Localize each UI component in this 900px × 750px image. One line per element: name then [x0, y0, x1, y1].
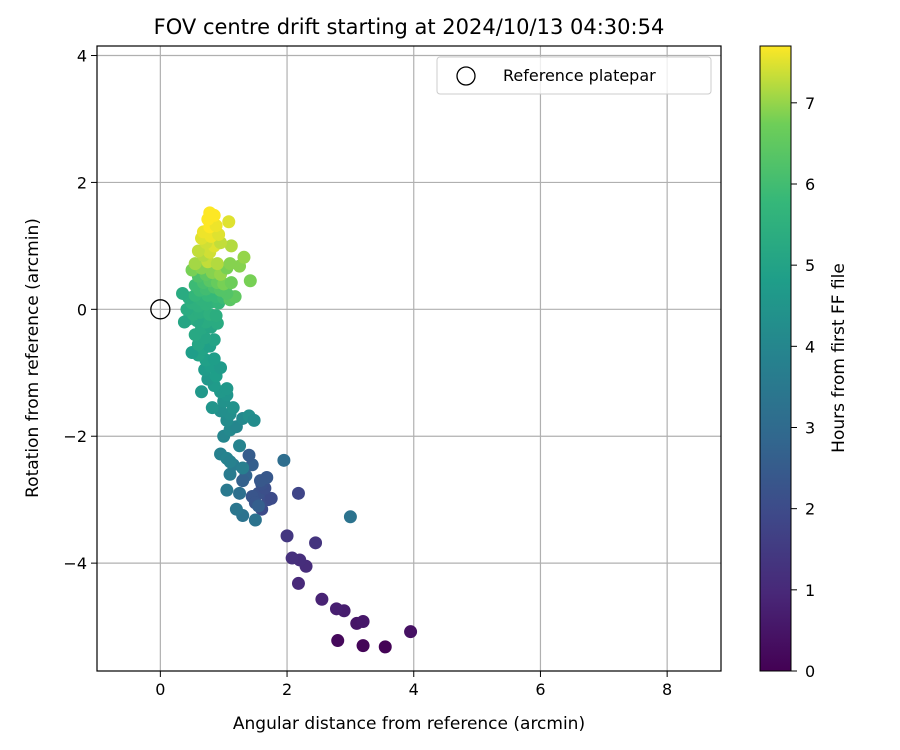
data-point — [220, 382, 234, 396]
grid-lines — [97, 46, 721, 671]
colorbar-ticks: 0 1 2 3 4 5 6 7 — [791, 94, 815, 681]
data-point — [236, 461, 250, 475]
data-point — [285, 551, 299, 565]
data-point — [253, 474, 267, 488]
plot-frame — [96, 45, 722, 672]
colorbar-tick-label: 7 — [805, 94, 815, 113]
data-point — [243, 274, 257, 288]
data-point — [191, 244, 205, 258]
y-tick-label: −2 — [63, 427, 87, 446]
colorbar-tick-label: 1 — [805, 581, 815, 600]
x-tick-label: 2 — [282, 680, 292, 699]
y-tick-label: −4 — [63, 554, 87, 573]
data-point — [331, 634, 345, 648]
chart-title: FOV centre drift starting at 2024/10/13 … — [154, 15, 665, 39]
data-point — [329, 602, 343, 616]
x-axis-label: Angular distance from reference (arcmin) — [233, 714, 585, 734]
data-point — [224, 239, 238, 253]
data-point — [242, 448, 256, 462]
legend-entry: Reference platepar — [503, 66, 656, 85]
data-point — [315, 592, 329, 606]
data-points — [176, 206, 418, 654]
data-point — [252, 499, 266, 513]
data-point — [248, 513, 262, 527]
colorbar-tick-label: 3 — [805, 418, 815, 437]
data-point — [277, 453, 291, 467]
x-axis-ticks: 0 2 4 6 8 — [155, 671, 672, 699]
colorbar-tick-label: 2 — [805, 500, 815, 519]
data-point — [356, 639, 370, 653]
data-point — [233, 486, 247, 500]
data-point — [177, 315, 191, 329]
legend-box — [436, 56, 712, 95]
x-tick-label: 4 — [409, 680, 419, 699]
reference-point — [150, 299, 171, 320]
data-point — [291, 486, 305, 500]
data-point — [207, 352, 221, 366]
data-point — [280, 529, 294, 543]
colorbar-tick-label: 0 — [805, 662, 815, 681]
colorbar-gradient — [759, 45, 792, 672]
y-tick-label: 4 — [77, 47, 87, 66]
data-point — [222, 215, 236, 229]
colorbar-tick-label: 4 — [805, 337, 815, 356]
data-point — [188, 257, 202, 271]
data-point — [291, 576, 305, 590]
data-point — [176, 286, 190, 300]
data-point — [224, 276, 238, 290]
data-point — [223, 257, 237, 271]
x-tick-label: 6 — [535, 680, 545, 699]
data-point — [233, 439, 247, 453]
data-point — [404, 625, 418, 639]
colorbar-tick-label: 6 — [805, 175, 815, 194]
y-axis-ticks: −4 −2 0 2 4 — [63, 47, 97, 573]
y-tick-label: 0 — [77, 300, 87, 319]
data-point — [220, 483, 234, 497]
x-tick-label: 0 — [155, 680, 165, 699]
data-point — [203, 206, 217, 220]
x-tick-label: 8 — [662, 680, 672, 699]
data-point — [264, 491, 278, 505]
y-axis-label: Rotation from reference (arcmin) — [23, 218, 43, 498]
reference-marker — [150, 299, 171, 320]
data-point — [229, 502, 243, 516]
colorbar-label: Hours from first FF file — [829, 263, 849, 453]
data-point — [356, 615, 370, 629]
data-point — [195, 385, 209, 399]
data-point — [237, 250, 251, 264]
data-point — [247, 413, 261, 427]
data-point — [343, 510, 357, 524]
data-point — [236, 474, 250, 488]
data-point — [205, 401, 219, 415]
legend-marker — [456, 66, 476, 86]
data-point — [309, 536, 323, 550]
data-point — [378, 640, 392, 654]
data-point — [226, 401, 240, 415]
colorbar-tick-label: 5 — [805, 256, 815, 275]
data-point — [209, 309, 223, 323]
data-point — [223, 455, 237, 469]
colorbar: 0 1 2 3 4 5 6 7 Hours from first FF file — [759, 45, 849, 681]
data-point — [210, 257, 224, 271]
y-tick-label: 2 — [77, 173, 87, 192]
legend: Reference platepar — [436, 56, 712, 95]
